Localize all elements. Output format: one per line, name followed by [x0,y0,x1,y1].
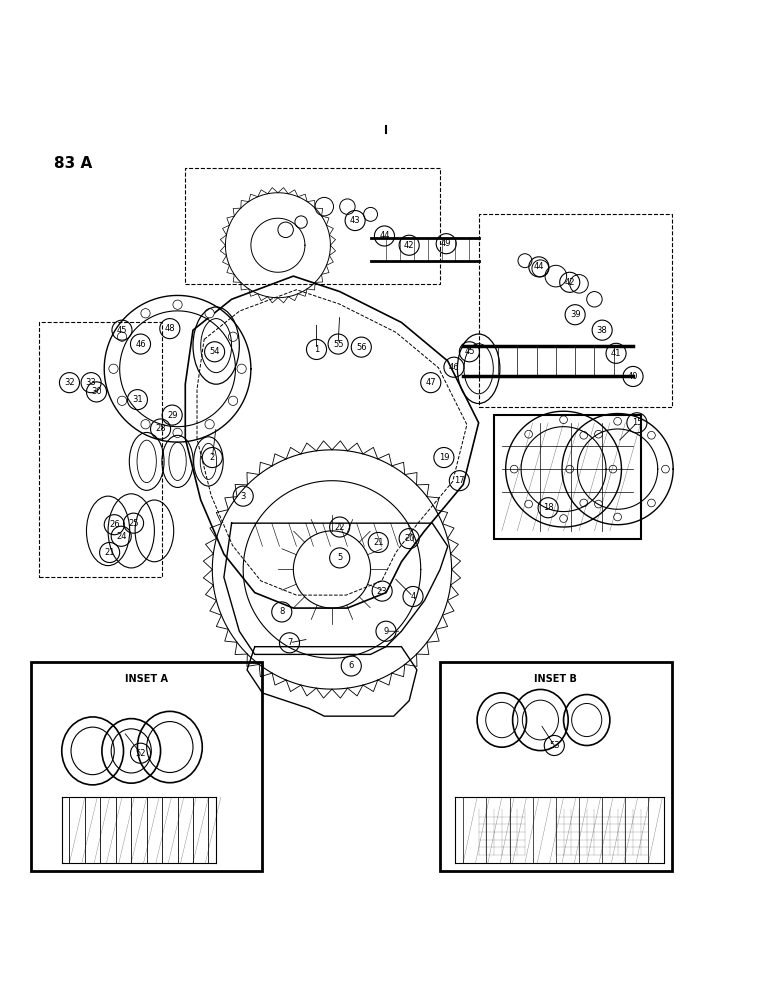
Text: 3: 3 [241,492,245,501]
Text: 4: 4 [411,592,415,601]
Text: 83 A: 83 A [54,156,93,171]
Text: 24: 24 [116,532,127,541]
Circle shape [205,309,215,318]
Text: 8: 8 [279,607,284,616]
Circle shape [648,499,655,507]
Text: 47: 47 [425,378,436,387]
Text: 15: 15 [631,418,642,427]
Text: INSET B: INSET B [534,674,577,684]
Text: 18: 18 [543,503,554,512]
Text: 56: 56 [356,343,367,352]
Text: 29: 29 [167,411,178,420]
Circle shape [525,500,533,508]
Text: 6: 6 [349,661,354,670]
Text: 23: 23 [377,587,388,596]
Text: 30: 30 [91,387,102,396]
Text: 31: 31 [132,395,143,404]
Circle shape [560,515,567,522]
Circle shape [141,309,150,318]
Text: 7: 7 [287,638,292,647]
Text: INSET A: INSET A [125,674,168,684]
Text: 45: 45 [117,326,127,335]
Text: 43: 43 [350,216,361,225]
Circle shape [609,465,617,473]
Text: 19: 19 [438,453,449,462]
Text: 32: 32 [64,378,75,387]
Circle shape [109,364,118,373]
Text: 46: 46 [449,363,459,372]
Circle shape [566,465,574,473]
Text: 25: 25 [128,519,139,528]
Text: 22: 22 [334,523,345,532]
Text: 40: 40 [628,372,638,381]
Text: 53: 53 [549,741,560,750]
Circle shape [205,420,215,429]
Circle shape [560,416,567,424]
Text: 26: 26 [109,520,120,529]
Circle shape [648,431,655,439]
Circle shape [580,499,587,507]
Circle shape [117,396,127,405]
Text: 42: 42 [564,278,575,287]
Text: 2: 2 [210,453,215,462]
Circle shape [580,431,587,439]
Text: 1: 1 [314,345,319,354]
Text: 38: 38 [597,326,608,335]
Circle shape [237,364,246,373]
Text: 55: 55 [333,340,344,349]
Circle shape [510,465,518,473]
Text: 9: 9 [384,627,388,636]
Circle shape [614,417,621,425]
Text: 42: 42 [404,241,415,250]
Circle shape [229,332,238,341]
Text: 21: 21 [104,548,115,557]
Circle shape [173,300,182,309]
Text: 44: 44 [379,231,390,240]
Text: 49: 49 [441,239,452,248]
Text: 45: 45 [464,347,475,356]
Circle shape [229,396,238,405]
Text: 17: 17 [454,476,465,485]
Text: 39: 39 [570,310,581,319]
Text: 46: 46 [135,340,146,349]
Circle shape [662,465,669,473]
Text: 5: 5 [337,553,342,562]
Text: 28: 28 [155,424,166,433]
Text: 48: 48 [164,324,175,333]
Text: 54: 54 [209,347,220,356]
Circle shape [614,513,621,521]
Circle shape [525,430,533,438]
Text: 20: 20 [404,534,415,543]
Text: 41: 41 [611,349,621,358]
Circle shape [594,430,602,438]
Text: 21: 21 [373,538,384,547]
Text: 52: 52 [135,749,146,758]
Text: 44: 44 [533,262,544,271]
Circle shape [173,428,182,437]
Text: 33: 33 [86,378,96,387]
Circle shape [117,332,127,341]
Circle shape [141,420,150,429]
Circle shape [594,500,602,508]
